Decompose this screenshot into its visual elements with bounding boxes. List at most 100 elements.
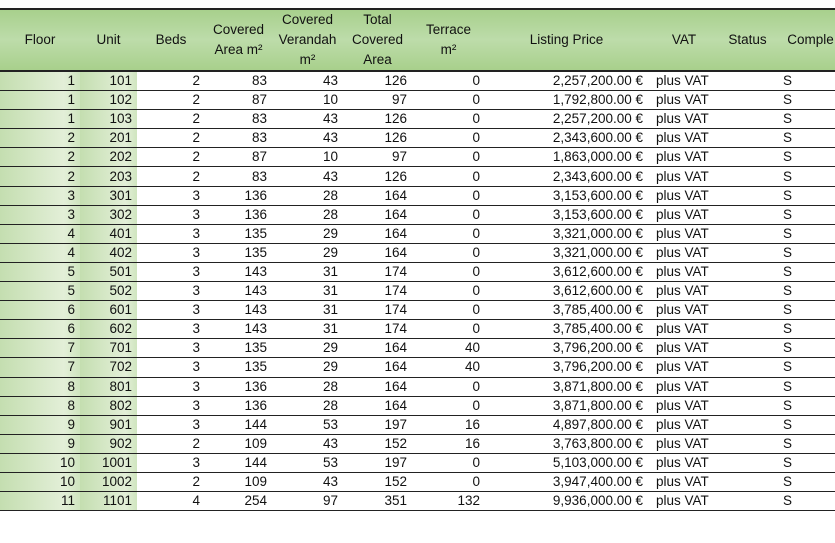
cell: 29 <box>272 357 343 378</box>
cell: S <box>775 377 835 397</box>
cell: 87 <box>205 147 272 168</box>
cell: 802 <box>80 396 137 416</box>
cell: 43 <box>272 109 343 130</box>
cell: plus VAT <box>648 491 720 512</box>
cell: 28 <box>272 186 343 206</box>
cell: 136 <box>205 186 272 206</box>
cell: 174 <box>343 319 412 340</box>
cell: 2 <box>0 147 80 168</box>
cell <box>720 396 775 416</box>
cell: 164 <box>343 205 412 225</box>
cell: 701 <box>80 338 137 359</box>
column-header: Covered Verandah m² <box>272 8 343 72</box>
column-header: Beds <box>137 8 205 72</box>
cell <box>720 415 775 435</box>
cell: 3 <box>137 224 205 244</box>
cell: 2,257,200.00 € <box>485 71 648 92</box>
cell: 31 <box>272 319 343 340</box>
table-row: 8 801 3 136 28 164 0 3,871,800.00 € plus VAT S <box>0 377 835 397</box>
cell: 3 <box>137 319 205 340</box>
header-line: Area <box>363 52 392 67</box>
cell: 174 <box>343 300 412 321</box>
cell <box>720 90 775 111</box>
column-header: Status <box>720 8 775 72</box>
cell: 0 <box>412 319 485 340</box>
cell: 9,936,000.00 € <box>485 491 648 512</box>
cell: 43 <box>272 166 343 187</box>
cell: 0 <box>412 186 485 206</box>
cell: 3 <box>137 396 205 416</box>
cell: 1 <box>0 71 80 92</box>
cell: S <box>775 243 835 263</box>
cell: 2,257,200.00 € <box>485 109 648 130</box>
cell: 402 <box>80 243 137 263</box>
cell: 126 <box>343 109 412 130</box>
cell: 351 <box>343 491 412 512</box>
cell: 164 <box>343 186 412 206</box>
cell: 83 <box>205 71 272 92</box>
cell: 1 <box>0 90 80 111</box>
cell: 164 <box>343 357 412 378</box>
cell: 10 <box>272 147 343 168</box>
cell: 143 <box>205 281 272 302</box>
column-header: Unit <box>80 8 137 72</box>
cell: plus VAT <box>648 147 720 168</box>
column-header: VAT <box>648 8 720 72</box>
table-row: 2 201 2 83 43 126 0 2,343,600.00 € plus VAT S <box>0 128 835 149</box>
cell: 2 <box>137 434 205 454</box>
cell: 201 <box>80 128 137 149</box>
header-line: Listing Price <box>529 32 604 47</box>
header-line: m² <box>299 52 316 67</box>
cell: 3,612,600.00 € <box>485 262 648 283</box>
cell: 152 <box>343 472 412 493</box>
cell <box>720 472 775 493</box>
cell: 2 <box>137 128 205 149</box>
header-line: Covered <box>212 22 265 37</box>
cell: 164 <box>343 224 412 244</box>
cell <box>720 300 775 321</box>
cell: 8 <box>0 377 80 397</box>
cell: S <box>775 166 835 187</box>
cell: 28 <box>272 205 343 225</box>
table-row: 1 101 2 83 43 126 0 2,257,200.00 € plus VAT S <box>0 71 835 92</box>
column-header: Covered Area m² <box>205 8 272 72</box>
cell: 7 <box>0 357 80 378</box>
cell: plus VAT <box>648 243 720 263</box>
cell: plus VAT <box>648 262 720 283</box>
cell: 103 <box>80 109 137 130</box>
cell: 126 <box>343 128 412 149</box>
cell: plus VAT <box>648 128 720 149</box>
cell: 0 <box>412 472 485 493</box>
cell: 1002 <box>80 472 137 493</box>
cell: 401 <box>80 224 137 244</box>
cell: plus VAT <box>648 205 720 225</box>
cell: 144 <box>205 415 272 435</box>
cell: 4 <box>0 243 80 263</box>
cell: 3 <box>137 415 205 435</box>
cell: plus VAT <box>648 71 720 92</box>
cell: plus VAT <box>648 186 720 206</box>
cell: 87 <box>205 90 272 111</box>
cell: 9 <box>0 415 80 435</box>
table-row: 2 202 2 87 10 97 0 1,863,000.00 € plus VAT S <box>0 147 835 168</box>
cell: 2 <box>0 128 80 149</box>
cell: 109 <box>205 434 272 454</box>
cell: 8 <box>0 396 80 416</box>
cell: plus VAT <box>648 319 720 340</box>
cell: 3 <box>137 357 205 378</box>
header-line: Comple <box>787 32 834 47</box>
cell: 5,103,000.00 € <box>485 453 648 473</box>
cell: 132 <box>412 491 485 512</box>
cell: S <box>775 434 835 454</box>
cell <box>720 109 775 130</box>
cell <box>720 71 775 92</box>
header-row: Floor Unit Beds Covered Area m² Covered Verand… <box>0 8 835 72</box>
cell: 2,343,600.00 € <box>485 166 648 187</box>
cell: 40 <box>412 357 485 378</box>
cell: 0 <box>412 243 485 263</box>
cell: 3 <box>137 338 205 359</box>
cell: 2 <box>137 472 205 493</box>
cell: 3,321,000.00 € <box>485 243 648 263</box>
table-row: 7 702 3 135 29 164 40 3,796,200.00 € plus VAT S <box>0 357 835 378</box>
cell: 197 <box>343 415 412 435</box>
